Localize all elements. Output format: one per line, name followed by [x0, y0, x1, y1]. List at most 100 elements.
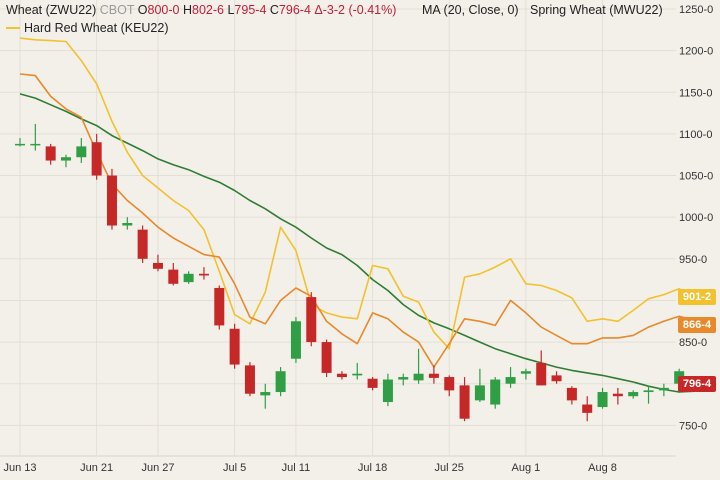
- candle: [137, 225, 148, 263]
- gridlines: [0, 0, 676, 457]
- ma-line: [19, 93, 695, 393]
- candle-body: [137, 229, 148, 259]
- candle: [474, 368, 485, 403]
- candle-body: [582, 404, 593, 413]
- candle-body: [91, 142, 102, 176]
- candle-body: [30, 143, 41, 146]
- candle: [60, 154, 71, 168]
- candle: [413, 348, 424, 384]
- hard-red-wheat-line: [19, 73, 695, 368]
- compare-hard-red-label: Hard Red Wheat (KEU22): [24, 21, 169, 35]
- high-value: 802-6: [192, 3, 224, 17]
- y-tick-label: 1250-0: [679, 4, 713, 16]
- candle: [643, 386, 654, 404]
- candle: [658, 383, 669, 397]
- candle: [566, 386, 577, 405]
- x-tick-label: Jun 21: [80, 462, 113, 474]
- candle-body: [106, 175, 117, 226]
- candle: [398, 373, 409, 386]
- candle: [122, 217, 133, 230]
- candle-body: [643, 390, 654, 393]
- candle-body: [505, 377, 516, 384]
- candle-body: [612, 393, 623, 397]
- change-value: Δ-3-2 (-0.41%): [314, 3, 397, 17]
- y-axis-ticks: 1250-0 1200-0 1150-0 1100-0 1050-0 1000-0 950-…: [679, 4, 713, 432]
- x-tick-label: Jul 5: [223, 462, 246, 474]
- candle: [76, 138, 87, 164]
- candle: [444, 375, 455, 397]
- candle-body: [336, 373, 347, 378]
- candle-body: [198, 273, 209, 276]
- candle-body: [474, 385, 485, 401]
- candle: [229, 323, 240, 369]
- candle-body: [382, 379, 393, 403]
- candle: [352, 362, 363, 380]
- candle: [382, 373, 393, 407]
- candle-body: [413, 373, 424, 381]
- candle-body: [229, 328, 240, 365]
- candle-body: [45, 146, 56, 161]
- candle: [30, 123, 41, 151]
- x-tick-label: Aug 1: [512, 462, 541, 474]
- candle: [520, 368, 531, 380]
- legend-main: Wheat (ZWU22) CBOT O800-0 H802-6 L795-4 …: [6, 3, 397, 17]
- candle-body: [551, 375, 562, 382]
- candle: [198, 267, 209, 280]
- indicator-label[interactable]: MA (20, Close, 0): [422, 3, 519, 17]
- candle-body: [214, 287, 225, 326]
- candle-body: [290, 321, 301, 359]
- y-tick-label: 1100-0: [679, 129, 712, 141]
- candle-body: [152, 262, 163, 269]
- candle: [336, 371, 347, 380]
- x-tick-label: Jun 27: [141, 462, 174, 474]
- candle: [106, 168, 117, 230]
- x-tick-label: Jul 11: [282, 462, 311, 474]
- wheat-price-badge: 796-4: [678, 376, 716, 392]
- candle-body: [168, 269, 179, 284]
- candle-body: [597, 392, 608, 408]
- series-lines: [19, 37, 695, 393]
- hard-red-price-badge: 866-4: [678, 317, 716, 333]
- line-swatch-icon: [6, 26, 20, 29]
- y-tick-label: 1200-0: [679, 46, 713, 58]
- spring-wheat-line: [19, 37, 695, 350]
- candle: [536, 350, 547, 386]
- candle-body: [628, 392, 639, 397]
- candle: [505, 367, 516, 388]
- candle-body: [536, 362, 547, 386]
- candle-body: [428, 373, 439, 378]
- candle: [290, 317, 301, 363]
- candle-body: [520, 371, 531, 374]
- x-tick-label: Jul 18: [358, 462, 387, 474]
- candlesticks: [15, 123, 700, 422]
- candle-body: [658, 387, 669, 391]
- candle-body: [244, 365, 255, 394]
- candle: [152, 254, 163, 272]
- candle: [459, 377, 470, 422]
- candle-body: [490, 379, 501, 405]
- candle: [275, 367, 286, 397]
- low-value: 795-4: [234, 3, 267, 17]
- candle: [490, 377, 501, 409]
- candle-body: [122, 223, 133, 226]
- close-value: 796-4: [278, 3, 311, 17]
- symbol-label[interactable]: Wheat (ZWU22): [6, 3, 97, 17]
- y-tick-label: 1000-0: [679, 212, 713, 224]
- x-tick-label: Jul 25: [435, 462, 464, 474]
- legend-hard-red[interactable]: Hard Red Wheat (KEU22): [6, 21, 169, 35]
- candle: [306, 292, 317, 347]
- x-axis-ticks: Jun 13 Jun 21 Jun 27 Jul 5 Jul 11 Jul 18 Jul 2…: [3, 462, 616, 474]
- candle: [597, 387, 608, 409]
- candle-body: [352, 373, 363, 376]
- candle-body: [275, 371, 286, 393]
- y-tick-label: 850-0: [679, 337, 707, 349]
- candle-body: [15, 143, 25, 146]
- candle-body: [260, 392, 271, 396]
- x-tick-label: Jun 13: [3, 462, 36, 474]
- open-value: 800-0: [147, 3, 180, 17]
- spring-price-badge: 901-2: [678, 289, 716, 305]
- candle-body: [367, 378, 378, 388]
- compare-spring-label[interactable]: Spring Wheat (MWU22): [530, 3, 663, 17]
- candle: [367, 377, 378, 391]
